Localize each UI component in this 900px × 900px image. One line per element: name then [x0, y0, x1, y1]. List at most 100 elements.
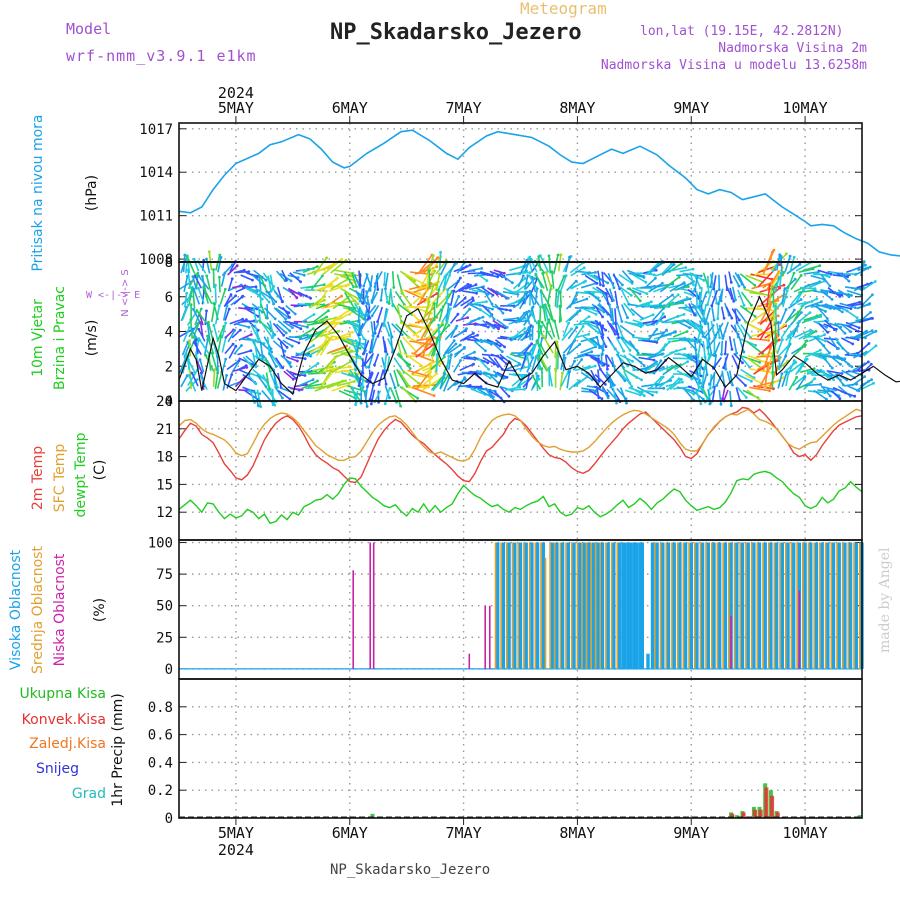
wind-arrow-head — [609, 385, 613, 389]
wind-arrow — [667, 337, 685, 340]
wind-arrow — [283, 370, 294, 380]
wind-arrow-head — [662, 366, 665, 369]
wind-arrow — [487, 308, 495, 320]
wind-arrow — [858, 317, 873, 324]
wind-arrow — [233, 295, 244, 305]
wind-arrow-head — [823, 391, 827, 395]
wind-arrow-head — [722, 316, 726, 320]
wind-arrow-head — [296, 359, 299, 363]
wind-arrow — [257, 306, 262, 323]
wind-arrow — [227, 278, 233, 292]
wind-arrow-head — [212, 268, 215, 271]
wind-arrow-head — [409, 303, 412, 307]
wind-arrow — [705, 337, 710, 355]
wind-arrow-head — [241, 317, 245, 321]
wind-arrow-head — [587, 332, 591, 336]
wind-arrow-head — [559, 290, 562, 294]
wind-arrow-head — [789, 336, 793, 340]
wind-arrow-head — [688, 297, 692, 301]
wind-arrow-head — [787, 324, 791, 328]
wind-arrow — [289, 322, 302, 330]
wind-arrow-head — [480, 267, 484, 270]
wind-arrow — [702, 272, 709, 287]
wind-arrow — [394, 389, 402, 407]
wind-arrow-head — [712, 318, 716, 322]
wind-arrow — [506, 355, 520, 364]
wind-arrow — [302, 362, 319, 375]
wind-arrow-head — [753, 315, 757, 318]
wind-arrow-head — [553, 319, 556, 323]
cloud-axis-title-high: Visoka Oblacnost — [8, 549, 24, 670]
wind-arrow-head — [417, 381, 420, 385]
wind-arrow-head — [523, 311, 526, 315]
wind-arrow-head — [420, 364, 423, 367]
wind-arrow-head — [631, 359, 634, 363]
wind-arrow — [188, 323, 199, 338]
wind-arrow-head — [729, 281, 733, 284]
wind-arrow-head — [828, 351, 831, 355]
wind-arrow-head — [244, 364, 248, 367]
wind-arrow — [485, 388, 496, 402]
precip-bar — [734, 815, 739, 818]
wind-arrow — [376, 306, 384, 323]
wind-arrow — [553, 320, 560, 340]
wind-arrow — [377, 322, 384, 337]
wind-arrow-head — [617, 336, 621, 339]
wind-arrow — [459, 332, 474, 342]
wind-arrow — [244, 320, 257, 323]
wind-arrow — [795, 311, 811, 325]
wind-arrow-head — [235, 264, 239, 268]
wind-arrow-head — [527, 274, 531, 278]
wind-arrow-head — [546, 322, 549, 325]
wind-arrow-head — [488, 315, 492, 318]
pressure-axis-title: Pritisak na nivou mora — [30, 114, 46, 271]
wind-arrow-head — [192, 307, 195, 311]
wind-arrow — [437, 325, 441, 341]
wind-arrow-head — [459, 359, 462, 362]
wind-arrow-head — [703, 335, 707, 339]
wind-arrow — [224, 329, 235, 339]
wind-arrow-head — [631, 334, 635, 337]
wind-arrow-head — [197, 327, 201, 331]
wind-arrow — [614, 290, 619, 308]
wind-arrow-head — [686, 360, 690, 363]
wind-arrow — [460, 297, 474, 307]
wind-arrow — [197, 261, 207, 274]
wind-arrow-head — [448, 307, 452, 311]
wind-arrow — [260, 303, 268, 319]
wind-arrow-head — [677, 377, 681, 381]
wind-arrow — [446, 309, 451, 324]
wind-arrow-head — [535, 339, 539, 343]
wind-arrow — [559, 275, 567, 292]
wind-arrow — [269, 320, 275, 337]
wind-arrow — [694, 339, 698, 357]
wind-arrow — [192, 308, 201, 323]
wind-arrow — [857, 329, 873, 338]
wind-arrow-head — [847, 279, 851, 283]
wind-arrow — [856, 282, 872, 289]
wind-arrow-head — [194, 338, 198, 342]
wind-arrow-head — [604, 328, 608, 332]
wind-arrow — [403, 352, 423, 367]
wind-arrow-head — [219, 256, 223, 259]
wind-arrow — [796, 340, 808, 354]
wind-arrow-head — [661, 375, 665, 379]
wind-arrow-head — [686, 285, 690, 288]
wind-arrow-head — [282, 333, 286, 337]
wind-arrow-head — [466, 282, 470, 286]
wind-arrow-head — [785, 252, 788, 256]
wind-arrow — [272, 322, 285, 336]
wind-speed-line — [178, 295, 900, 396]
wind-arrow-head — [701, 397, 705, 401]
wind-arrow-head — [452, 339, 456, 342]
wind-arrow — [587, 290, 601, 302]
wind-arrow — [623, 354, 635, 370]
wind-arrow-head — [555, 340, 559, 344]
wind-arrow-head — [541, 272, 545, 275]
wind-arrow-head — [853, 306, 857, 309]
wind-arrow-head — [698, 372, 701, 376]
wind-arrow — [288, 336, 301, 339]
wind-arrow — [508, 265, 524, 272]
wind-arrow-head — [748, 365, 751, 369]
wind-arrow — [447, 354, 453, 370]
